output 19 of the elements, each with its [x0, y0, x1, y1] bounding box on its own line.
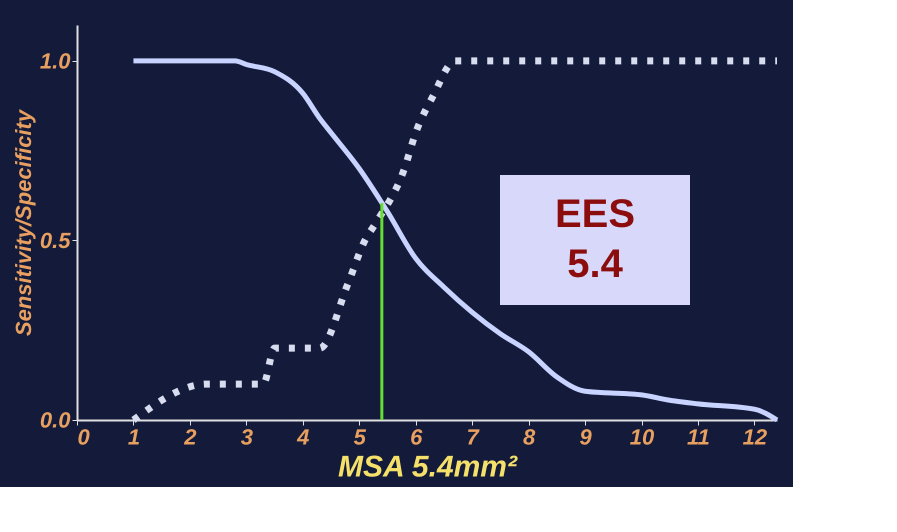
x-tick-label: 3 — [240, 424, 253, 450]
x-tick-label: 9 — [579, 424, 592, 450]
x-tick-label: 8 — [522, 424, 536, 450]
x-tick-label: 1 — [128, 424, 140, 450]
x-tick-label: 11 — [687, 424, 710, 450]
x-tick-label: 6 — [410, 424, 424, 450]
x-axis-title: MSA 5.4mm² — [338, 450, 518, 484]
x-tick-label: 5 — [354, 424, 367, 450]
annotation: EES 5.4 — [554, 192, 636, 286]
y-tick-label: 0.0 — [40, 408, 72, 432]
x-tick-label: 12 — [742, 424, 768, 450]
x-tick-label: 2 — [183, 424, 198, 450]
x-tick-label: 0 — [78, 424, 90, 450]
x-tick-label: 10 — [630, 424, 656, 450]
y-axis-title: Sensitivity/Specificity — [10, 108, 36, 336]
y-tick-label: 0.5 — [40, 228, 72, 253]
x-tick-label: 7 — [466, 424, 481, 450]
y-tick-label: 1.0 — [40, 48, 72, 74]
x-tick-label: 4 — [296, 424, 310, 450]
